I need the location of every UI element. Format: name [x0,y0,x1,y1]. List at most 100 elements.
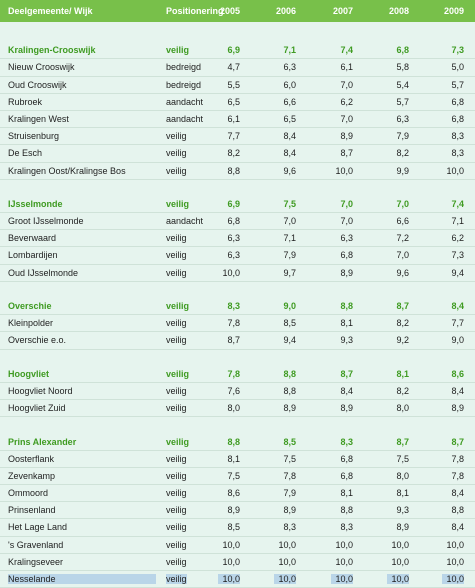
status-label: veilig [166,318,187,329]
score-cell: 10,0 [335,539,353,550]
score-cell: 7,2 [396,233,409,244]
header-name: Deelgemeente/ Wijk [8,6,93,16]
score-cell: 8,3 [340,522,353,533]
status-label: veilig [166,148,187,159]
score-cell: 6,3 [227,250,240,261]
score-cell: 10,0 [391,556,409,567]
score-cell: 10,0 [278,556,296,567]
area-name: Struisenburg [8,131,60,142]
score-cell: 9,9 [396,165,409,176]
score-cell: 8,9 [396,522,409,533]
score-cell: 7,4 [340,45,353,56]
score-cell: 6,3 [340,233,353,244]
table-row: Kralingen Oost/Kralingse Bos veilig 8,8 9,6… [0,163,475,180]
area-name: Kralingseveer [8,556,64,567]
score-cell: 6,8 [227,216,240,227]
score-cell: 8,2 [396,385,409,396]
score-cell: 7,3 [451,45,464,56]
score-cell: 6,5 [227,96,240,107]
score-cell: 7,9 [283,488,296,499]
spacer-row [0,180,475,196]
area-name: Kralingen West [8,113,69,124]
score-cell: 10,0 [274,574,296,584]
group-row: Overschie veilig 8,3 9,0 8,8 8,7 8,4 [0,298,475,316]
score-cell: 6,8 [340,250,353,261]
score-cell: 6,6 [396,216,409,227]
score-cell: 8,2 [227,148,240,159]
status-label: aandacht [166,96,204,107]
score-cell: 8,4 [451,522,464,533]
score-cell: 9,2 [396,335,409,346]
score-cell: 7,5 [283,198,296,209]
table-row: Struisenburg veilig 7,7 8,4 8,9 7,9 8,3 [0,128,475,146]
score-cell: 6,8 [451,113,464,124]
score-cell: 8,9 [283,403,296,414]
score-cell: 10,0 [335,556,353,567]
table-row: Rubroek aandacht 6,5 6,6 6,2 5,7 6,8 [0,94,475,111]
score-cell: 10,0 [222,556,240,567]
score-cell: 9,4 [283,335,296,346]
score-cell: 6,3 [283,62,296,73]
area-name: Oud IJsselmonde [8,267,79,278]
table-row: Hoogvliet Noord veilig 7,6 8,8 8,4 8,2 8,4 [0,383,475,401]
status-label: veilig [166,436,190,447]
area-name: Hoogvliet [8,368,50,379]
score-cell: 9,7 [283,267,296,278]
status-label: veilig [166,403,187,414]
area-name: Overschie [8,301,52,311]
score-cell: 7,8 [451,470,464,481]
score-cell: 10,0 [446,165,464,176]
table-row: Groot IJsselmonde aandacht 6,8 7,0 7,0 6,6 7,1 [0,213,475,231]
score-cell: 9,3 [340,335,353,346]
status-label: veilig [166,233,187,244]
score-cell: 9,3 [396,505,409,516]
score-cell: 8,3 [227,301,240,311]
table-row: Prinsenland veilig 8,9 8,9 8,8 9,3 8,8 [0,502,475,520]
status-label: veilig [166,505,187,516]
score-cell: 7,0 [340,113,353,124]
status-label: veilig [166,250,187,261]
score-cell: 8,8 [227,436,240,447]
score-cell: 7,1 [451,216,464,227]
table-row: Kralingen West aandacht 6,1 6,5 7,0 6,3 6,8 [0,111,475,129]
header-status: Positionering [166,6,224,16]
score-cell: 8,4 [451,488,464,499]
table-header: Deelgemeente/ Wijk Positionering 2005 20… [0,0,475,22]
table-row: Oud Crooswijk bedreigd 5,5 6,0 7,0 5,4 5,7 [0,77,475,94]
score-cell: 8,9 [227,505,240,516]
score-cell: 10,0 [391,539,409,550]
score-cell: 5,5 [227,79,240,90]
score-cell: 10,0 [218,574,240,584]
score-cell: 8,4 [283,131,296,142]
status-label: veilig [166,385,187,396]
group-row: Hoogvliet veilig 7,8 8,8 8,7 8,1 8,6 [0,366,475,383]
score-cell: 6,8 [340,470,353,481]
score-cell: 8,7 [396,301,409,311]
score-cell: 6,0 [283,79,296,90]
table-row: Overschie e.o. veilig 8,7 9,4 9,3 9,2 9,0 [0,332,475,350]
score-cell: 8,8 [283,368,296,379]
score-cell: 8,5 [283,318,296,329]
score-cell: 7,5 [227,470,240,481]
area-name: 's Gravenland [8,539,64,550]
status-label: veilig [166,470,187,481]
score-cell: 7,3 [451,250,464,261]
status-label: bedreigd [166,62,202,73]
score-cell: 8,6 [451,368,464,379]
table-row: Oosterflank veilig 8,1 7,5 6,8 7,5 7,8 [0,451,475,468]
score-cell: 10,0 [442,574,464,584]
score-cell: 8,8 [340,505,353,516]
score-cell: 7,0 [340,79,353,90]
score-cell: 6,1 [340,62,353,73]
score-cell: 8,9 [340,131,353,142]
status-label: veilig [166,556,187,567]
score-cell: 7,0 [283,216,296,227]
score-cell: 10,0 [335,165,353,176]
score-cell: 8,1 [227,453,240,464]
status-label: veilig [166,453,187,464]
status-label: veilig [166,488,187,499]
score-cell: 6,8 [451,96,464,107]
score-cell: 7,8 [283,470,296,481]
area-name: Het Lage Land [8,522,68,533]
area-name: Prinsenland [8,505,56,516]
